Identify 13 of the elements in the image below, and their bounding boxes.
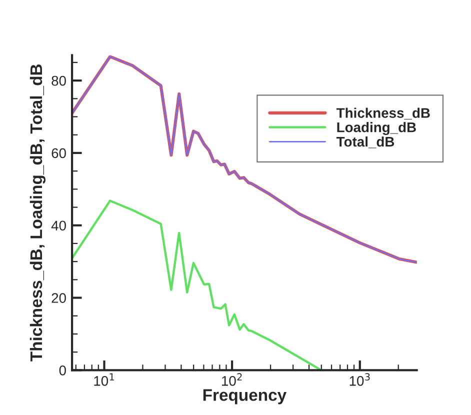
legend-label: Total_dB bbox=[336, 136, 394, 148]
y-tick-label: 40 bbox=[51, 220, 66, 231]
y-tick-label: 0 bbox=[59, 366, 66, 376]
y-tick-label: 20 bbox=[52, 293, 66, 303]
y-tick-label: 80 bbox=[52, 76, 66, 86]
x-tick-label: 10$^{2}$ bbox=[222, 373, 242, 386]
x-tick-label: 10$^{3}$ bbox=[350, 373, 370, 386]
x-axis-title: Frequency bbox=[203, 389, 287, 404]
y-axis-title: Thickness_dB, Loading_dB, Total_dB bbox=[30, 64, 46, 362]
y-tick-label: 60 bbox=[52, 148, 66, 158]
x-tick-label: 10$^{1}$ bbox=[94, 373, 114, 386]
legend-label: Thickness_dB bbox=[336, 108, 430, 120]
legend-label: Loading_dB bbox=[337, 122, 416, 136]
